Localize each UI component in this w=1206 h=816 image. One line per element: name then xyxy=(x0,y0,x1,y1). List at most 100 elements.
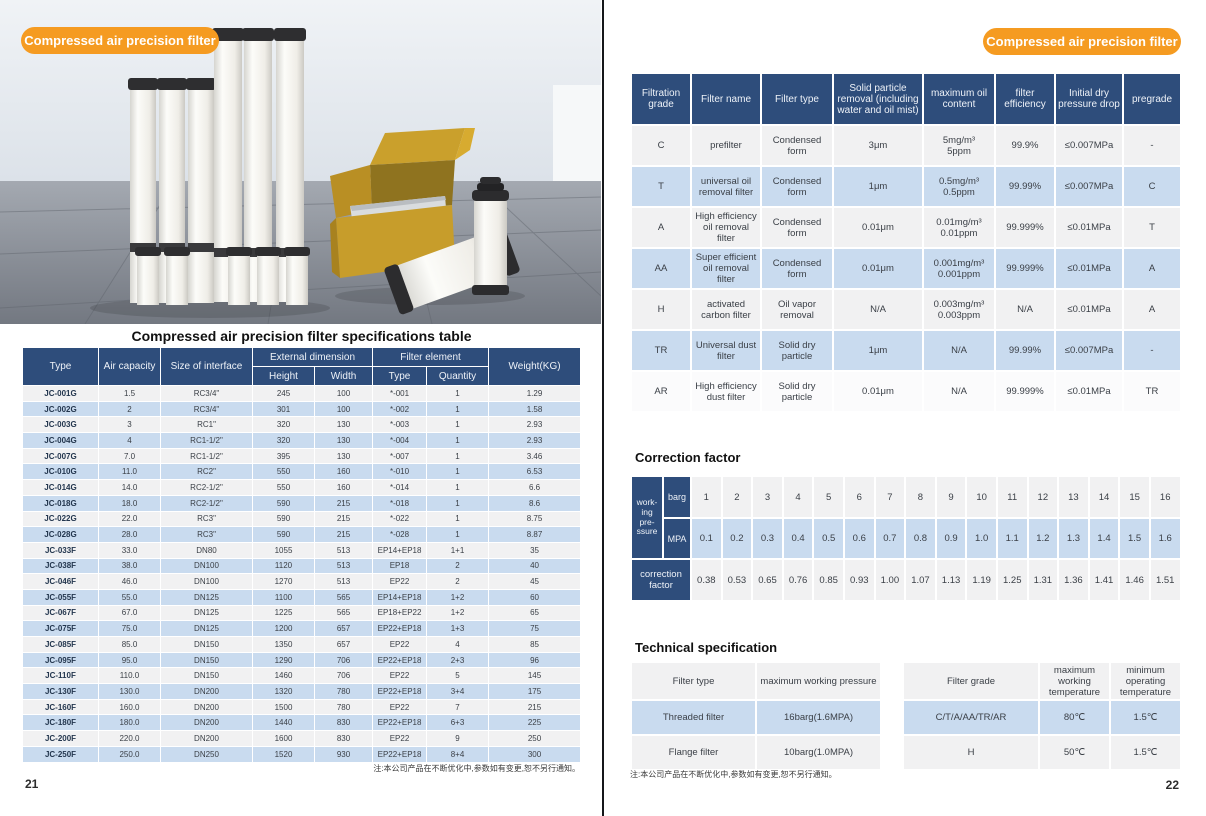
table-cell: 1520 xyxy=(252,745,315,763)
table-cell: maximum working temperature xyxy=(1038,661,1111,701)
table-cell: 215 xyxy=(488,698,582,716)
table-row: JC-003G 3 RC1" 320 130 *-003 1 2.93 xyxy=(22,416,582,434)
table-cell: 3+4 xyxy=(426,683,490,700)
table-cell: 830 xyxy=(313,730,374,747)
table-cell: AR xyxy=(630,370,692,413)
col-header-element-type: Type xyxy=(372,366,428,386)
table-cell: EP22 xyxy=(372,636,428,653)
table-cell: 80℃ xyxy=(1038,699,1111,736)
technical-specification-title: Technical specification xyxy=(635,640,778,655)
table-cell: JC-130F xyxy=(22,683,99,700)
table-cell: 3μm xyxy=(832,124,924,167)
table-cell: 2 xyxy=(426,573,490,590)
table-cell: 0.9 xyxy=(934,517,968,560)
table-row: JC-018G 18.0 RC2-1/2" 590 215 *-018 1 8.6 xyxy=(22,494,582,512)
table-cell: DN100 xyxy=(160,573,253,590)
table-cell: 513 xyxy=(313,557,374,575)
table-cell: *-014 xyxy=(372,479,428,496)
table-cell: Solid particle removal (including water … xyxy=(832,72,924,126)
table-cell: 3.46 xyxy=(488,447,582,465)
table-cell: 0.85 xyxy=(812,558,845,602)
table-cell: RC1-1/2" xyxy=(160,447,253,465)
table-cell: 130 xyxy=(313,432,374,449)
table-cell: JC-022G xyxy=(22,510,99,528)
table-cell: 16 xyxy=(1148,475,1182,519)
table-row: JC-110F 110.0 DN150 1460 706 EP22 5 145 xyxy=(22,667,582,685)
temperature-spec-table: Filter grade maximum working temperature m… xyxy=(902,661,1182,771)
spec-table-body: JC-001G 1.5 RC3/4" 245 100 *-001 1 1.29 JC-002G 2… xyxy=(22,385,582,763)
table-cell: 1+2 xyxy=(426,604,490,622)
table-cell: *-002 xyxy=(372,400,428,418)
table-cell: 2.93 xyxy=(488,432,582,449)
table-cell: 706 xyxy=(313,651,374,669)
table-cell: 300 xyxy=(488,745,582,763)
table-cell: 3 xyxy=(98,416,161,434)
table-cell: 35 xyxy=(488,541,582,559)
table-row: JC-002G 2 RC3/4" 301 100 *-002 1 1.58 xyxy=(22,400,582,418)
table-cell: EP22+EP18 xyxy=(372,620,428,637)
table-cell: 245 xyxy=(252,385,315,402)
table-cell: DN80 xyxy=(160,541,253,559)
table-row: JC-250F 250.0 DN250 1520 930 EP22+EP18 8+4 300 xyxy=(22,745,582,763)
table-cell: 0.01μm xyxy=(832,206,924,249)
table-cell: 590 xyxy=(252,526,315,543)
table-cell: 590 xyxy=(252,494,315,512)
table-row: Flange filter 10barg(1.0MPA) xyxy=(630,734,882,771)
table-cell: 65 xyxy=(488,604,582,622)
table-row: JC-038F 38.0 DN100 1120 513 EP18 2 40 xyxy=(22,557,582,575)
table-cell: 60 xyxy=(488,588,582,606)
table-cell: 1.51 xyxy=(1148,558,1182,602)
table-cell: 250.0 xyxy=(98,745,161,763)
table-cell: 1.00 xyxy=(873,558,907,602)
table-cell: 99.999% xyxy=(994,370,1056,413)
table-cell: 1 xyxy=(426,479,490,496)
table-cell: 0.5mg/m³ 0.5ppm xyxy=(922,165,996,208)
mpa-label: MPA xyxy=(662,517,692,560)
table-row: TR Universal dust filter Solid dry particl… xyxy=(630,329,1182,372)
table-cell: 565 xyxy=(313,604,374,622)
table-cell: *-004 xyxy=(372,432,428,449)
table-cell: Solid dry particle xyxy=(760,370,834,413)
table-cell: 8.87 xyxy=(488,526,582,543)
table-cell: 10 xyxy=(965,475,998,519)
table-cell: 1460 xyxy=(252,667,315,685)
table-cell: 2 xyxy=(720,475,754,519)
table-row: JC-028G 28.0 RC3" 590 215 *-028 1 8.87 xyxy=(22,526,582,543)
table-cell: 160 xyxy=(313,479,374,496)
table-cell: 1.4 xyxy=(1087,517,1121,560)
temperature-table-body: C/T/A/AA/TR/AR 80℃ 1.5℃ H 50℃ 1.5℃ xyxy=(902,699,1182,771)
table-cell: 13 xyxy=(1057,475,1090,519)
table-cell: EP18 xyxy=(372,557,428,575)
table-cell: Universal dust filter xyxy=(690,329,762,372)
table-cell: RC3" xyxy=(160,526,253,543)
table-cell: 1440 xyxy=(252,714,315,732)
table-cell: 0.65 xyxy=(751,558,784,602)
col-header-air-capacity: Air capacity xyxy=(98,347,161,386)
table-cell: Oil vapor removal xyxy=(760,288,834,331)
table-cell: 1290 xyxy=(252,651,315,669)
table-cell: 1320 xyxy=(252,683,315,700)
table-cell: 96 xyxy=(488,651,582,669)
table-cell: JC-014G xyxy=(22,479,99,496)
table-cell: 215 xyxy=(313,494,374,512)
table-cell: 0.7 xyxy=(873,517,907,560)
table-row: AA Super efficient oil removal filter Cond… xyxy=(630,247,1182,290)
table-cell: C/T/A/AA/TR/AR xyxy=(902,699,1040,736)
table-cell: 130.0 xyxy=(98,683,161,700)
table-cell: Filter name xyxy=(690,72,762,126)
table-cell: 1225 xyxy=(252,604,315,622)
table-cell: 1.41 xyxy=(1087,558,1121,602)
table-row: JC-075F 75.0 DN125 1200 657 EP22+EP18 1+3 75 xyxy=(22,620,582,637)
table-cell: Condensed form xyxy=(760,206,834,249)
table-cell: 6.6 xyxy=(488,479,582,496)
table-cell: 5mg/m³ 5ppm xyxy=(922,124,996,167)
table-cell: JC-095F xyxy=(22,651,99,669)
temperature-table-header-row: Filter grade maximum working temperature m… xyxy=(902,661,1182,701)
table-row: JC-010G 11.0 RC2" 550 160 *-010 1 6.53 xyxy=(22,463,582,481)
table-cell: 100 xyxy=(313,385,374,402)
table-cell: - xyxy=(1122,124,1182,167)
table-row: JC-130F 130.0 DN200 1320 780 EP22+EP18 3+4 175 xyxy=(22,683,582,700)
table-cell: 8.6 xyxy=(488,494,582,512)
table-cell: DN200 xyxy=(160,714,253,732)
